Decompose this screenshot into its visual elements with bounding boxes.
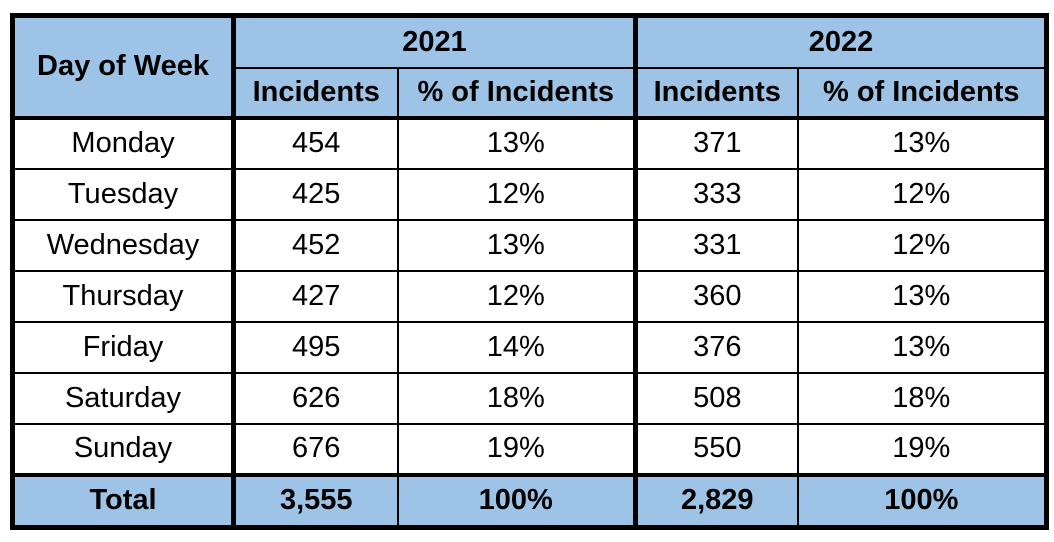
incidents-2022-value: 360 (634, 269, 799, 323)
day-label: Monday (11, 116, 236, 170)
year-2021-header: 2021 (232, 14, 639, 69)
total-incidents-2021: 3,555 (232, 473, 399, 529)
incidents-2021-value: 425 (232, 167, 399, 221)
incidents-2021-value: 495 (232, 320, 399, 374)
day-label: Wednesday (11, 218, 236, 272)
pct-2021-value: 14% (396, 320, 639, 374)
pct-2021-value: 19% (396, 422, 639, 477)
table-row-friday: Friday 495 14% 376 13% (11, 320, 1048, 374)
incidents-2022-value: 331 (634, 218, 799, 272)
day-of-week-header: Day of Week (11, 14, 236, 120)
incidents-2021-value: 452 (232, 218, 399, 272)
total-label: Total (11, 473, 236, 529)
total-pct-2021: 100% (396, 473, 639, 529)
col-header-2022-incidents: Incidents (634, 66, 799, 120)
incidents-2022-value: 508 (634, 371, 799, 425)
incidents-2021-value: 427 (232, 269, 399, 323)
day-label: Tuesday (11, 167, 236, 221)
table-row-tuesday: Tuesday 425 12% 333 12% (11, 167, 1048, 221)
table-row-thursday: Thursday 427 12% 360 13% (11, 269, 1048, 323)
pct-2021-value: 12% (396, 269, 639, 323)
day-label: Sunday (11, 422, 236, 477)
pct-2021-value: 13% (396, 218, 639, 272)
table-row-saturday: Saturday 626 18% 508 18% (11, 371, 1048, 425)
incidents-2022-value: 333 (634, 167, 799, 221)
incidents-2022-value: 550 (634, 422, 799, 477)
incidents-2021-value: 676 (232, 422, 399, 477)
pct-2022-value: 13% (796, 116, 1048, 170)
pct-2022-value: 13% (796, 269, 1048, 323)
pct-2021-value: 18% (396, 371, 639, 425)
incidents-by-day-table: Day of Week 2021 2022 Incidents % of Inc… (10, 13, 1050, 530)
incidents-2021-value: 454 (232, 116, 399, 170)
pct-2021-value: 13% (396, 116, 639, 170)
total-incidents-2022: 2,829 (634, 473, 799, 529)
col-header-2021-pct: % of Incidents (396, 66, 639, 120)
pct-2022-value: 12% (796, 167, 1048, 221)
day-label: Friday (11, 320, 236, 374)
table-row-wednesday: Wednesday 452 13% 331 12% (11, 218, 1048, 272)
pct-2022-value: 13% (796, 320, 1048, 374)
day-label: Saturday (11, 371, 236, 425)
incidents-2021-value: 626 (232, 371, 399, 425)
pct-2022-value: 18% (796, 371, 1048, 425)
table-row-monday: Monday 454 13% 371 13% (11, 116, 1048, 170)
col-header-2021-incidents: Incidents (232, 66, 399, 120)
year-header-row: Day of Week 2021 2022 (11, 14, 1048, 120)
column-header-row: Incidents % of Incidents Incidents % of … (13, 66, 1048, 120)
pct-2022-value: 12% (796, 218, 1048, 272)
incidents-2022-value: 371 (634, 116, 799, 170)
table-row-sunday: Sunday 676 19% 550 19% (11, 422, 1048, 477)
day-label: Thursday (11, 269, 236, 323)
table-row-total: Total 3,555 100% 2,829 100% (11, 473, 1048, 529)
total-pct-2022: 100% (796, 473, 1048, 529)
pct-2022-value: 19% (796, 422, 1048, 477)
year-2022-header: 2022 (634, 14, 1048, 69)
incidents-2022-value: 376 (634, 320, 799, 374)
col-header-2022-pct: % of Incidents (796, 66, 1048, 120)
pct-2021-value: 12% (396, 167, 639, 221)
